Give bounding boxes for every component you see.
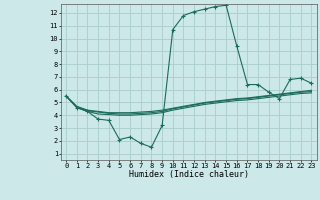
X-axis label: Humidex (Indice chaleur): Humidex (Indice chaleur) (129, 170, 249, 179)
